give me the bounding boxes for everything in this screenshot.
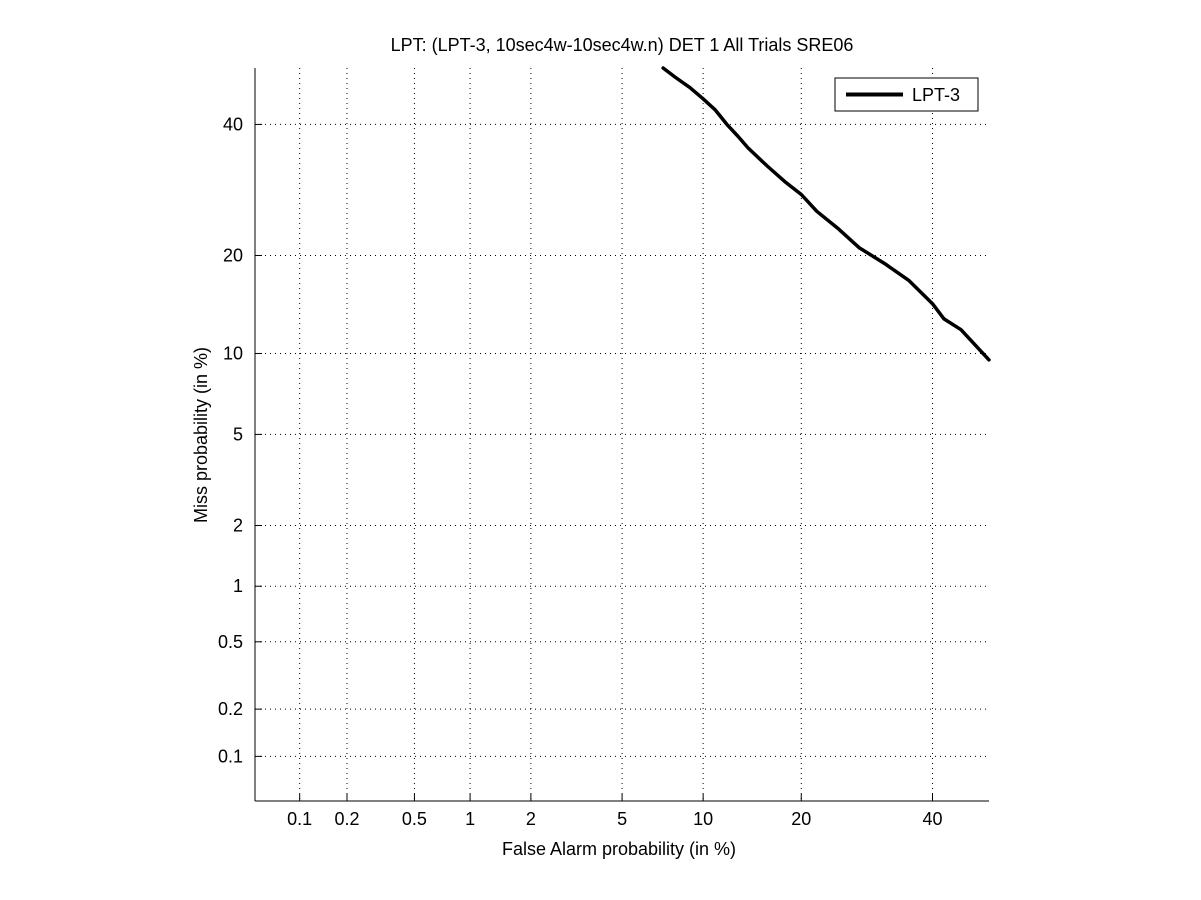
series-line-lpt-3	[661, 66, 991, 362]
chart-title: LPT: (LPT-3, 10sec4w-10sec4w.n) DET 1 Al…	[391, 35, 854, 55]
x-axis-label: False Alarm probability (in %)	[502, 839, 736, 859]
y-tick-label-40: 40	[223, 114, 243, 134]
x-tick-label-40: 40	[922, 809, 942, 829]
x-tick-label-5: 5	[617, 809, 627, 829]
y-tick-label-0-2: 0.2	[218, 699, 243, 719]
y-axis-label: Miss probability (in %)	[191, 347, 211, 523]
grid	[255, 68, 989, 801]
series-layer	[661, 66, 991, 362]
x-tick-label-2: 2	[526, 809, 536, 829]
x-tick-label-1: 1	[465, 809, 475, 829]
x-ticks: 0.1 0.2 0.5 1 2 5 10 20 40	[287, 794, 943, 829]
y-ticks: 0.1 0.2 0.5 1 2 5 10 20 40	[218, 114, 262, 766]
y-tick-label-2: 2	[233, 515, 243, 535]
y-tick-label-1: 1	[233, 576, 243, 596]
y-tick-label-0-5: 0.5	[218, 632, 243, 652]
y-tick-label-0-1: 0.1	[218, 746, 243, 766]
x-tick-label-0-1: 0.1	[287, 809, 312, 829]
x-tick-label-0-5: 0.5	[402, 809, 427, 829]
y-tick-label-10: 10	[223, 343, 243, 363]
x-tick-label-20: 20	[791, 809, 811, 829]
y-tick-label-5: 5	[233, 424, 243, 444]
x-tick-label-10: 10	[693, 809, 713, 829]
legend-label-lpt-3: LPT-3	[912, 85, 960, 105]
y-tick-label-20: 20	[223, 245, 243, 265]
legend: LPT-3	[834, 77, 979, 112]
x-tick-label-0-2: 0.2	[334, 809, 359, 829]
